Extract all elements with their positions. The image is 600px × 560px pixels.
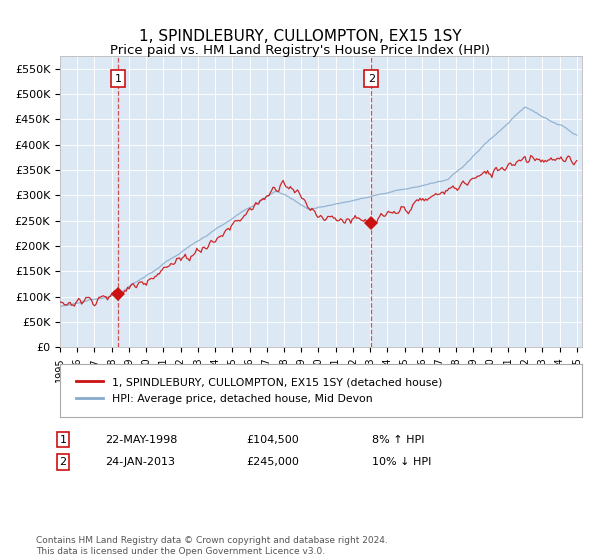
Text: 1: 1 bbox=[59, 435, 67, 445]
Legend: 1, SPINDLEBURY, CULLOMPTON, EX15 1SY (detached house), HPI: Average price, detac: 1, SPINDLEBURY, CULLOMPTON, EX15 1SY (de… bbox=[71, 371, 448, 410]
Text: 10% ↓ HPI: 10% ↓ HPI bbox=[372, 457, 431, 467]
Text: 24-JAN-2013: 24-JAN-2013 bbox=[105, 457, 175, 467]
Text: 1, SPINDLEBURY, CULLOMPTON, EX15 1SY: 1, SPINDLEBURY, CULLOMPTON, EX15 1SY bbox=[139, 29, 461, 44]
Text: Contains HM Land Registry data © Crown copyright and database right 2024.
This d: Contains HM Land Registry data © Crown c… bbox=[36, 536, 388, 556]
Text: £245,000: £245,000 bbox=[246, 457, 299, 467]
Text: 22-MAY-1998: 22-MAY-1998 bbox=[105, 435, 178, 445]
Text: 2: 2 bbox=[368, 74, 375, 84]
Text: Price paid vs. HM Land Registry's House Price Index (HPI): Price paid vs. HM Land Registry's House … bbox=[110, 44, 490, 57]
Text: 1: 1 bbox=[115, 74, 122, 84]
Text: 2: 2 bbox=[59, 457, 67, 467]
Text: £104,500: £104,500 bbox=[246, 435, 299, 445]
Text: 8% ↑ HPI: 8% ↑ HPI bbox=[372, 435, 425, 445]
